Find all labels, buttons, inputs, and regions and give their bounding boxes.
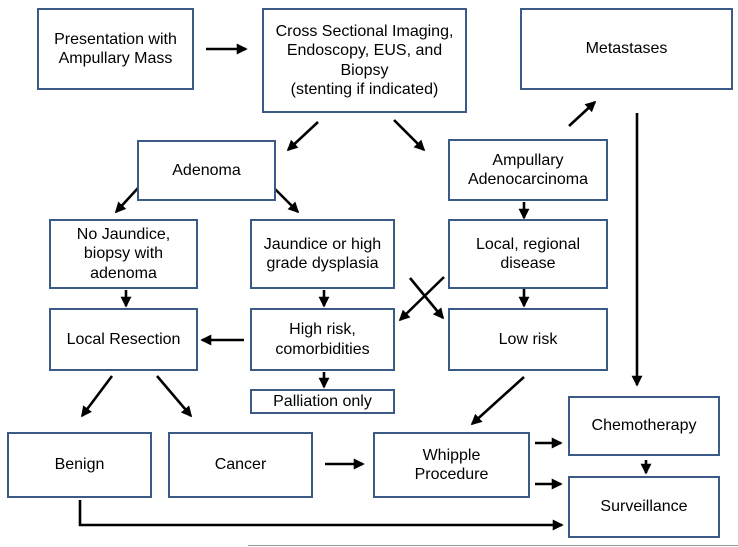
arrow-low-risk-to-whipple (470, 376, 525, 426)
node-local-resection: Local Resection (49, 308, 198, 371)
arrow-jaundice-to-low-risk (408, 277, 445, 320)
node-no-jaundice: No Jaundice, biopsy with adenoma (49, 219, 198, 289)
arrow-local-regional-to-high-risk (398, 276, 445, 322)
node-surveillance: Surveillance (568, 476, 720, 538)
arrow-adenoma-to-no-jaundice (114, 187, 139, 214)
node-metastases: Metastases (520, 8, 733, 90)
node-adenoma: Adenoma (137, 140, 276, 201)
node-chemotherapy: Chemotherapy (568, 396, 720, 456)
node-benign: Benign (7, 432, 152, 498)
node-jaundice-high-grade: Jaundice or high grade dysplasia (250, 219, 395, 289)
arrow-adenocarcinoma-to-metastases (568, 100, 597, 127)
arrow-adenoma-to-jaundice (273, 187, 300, 214)
arrow-imaging-to-adenoma (286, 121, 319, 152)
node-whipple-procedure: Whipple Procedure (373, 432, 530, 498)
arrow-imaging-to-adenocarcinoma (393, 119, 426, 152)
node-high-risk: High risk, comorbidities (250, 308, 395, 371)
node-low-risk: Low risk (448, 308, 608, 371)
arrow-local-resection-to-benign (80, 375, 114, 418)
node-local-regional: Local, regional disease (448, 219, 608, 289)
arrow-local-resection-to-cancer (156, 375, 193, 418)
bottom-divider (248, 545, 738, 546)
node-presentation: Presentation with Ampullary Mass (37, 8, 194, 90)
node-imaging: Cross Sectional Imaging, Endoscopy, EUS,… (262, 8, 467, 113)
node-ampullary-adenocarcinoma: Ampullary Adenocarcinoma (448, 139, 608, 201)
arrow-benign-to-surveillance (78, 500, 564, 531)
node-palliation-only: Palliation only (250, 389, 395, 414)
node-cancer: Cancer (168, 432, 313, 498)
